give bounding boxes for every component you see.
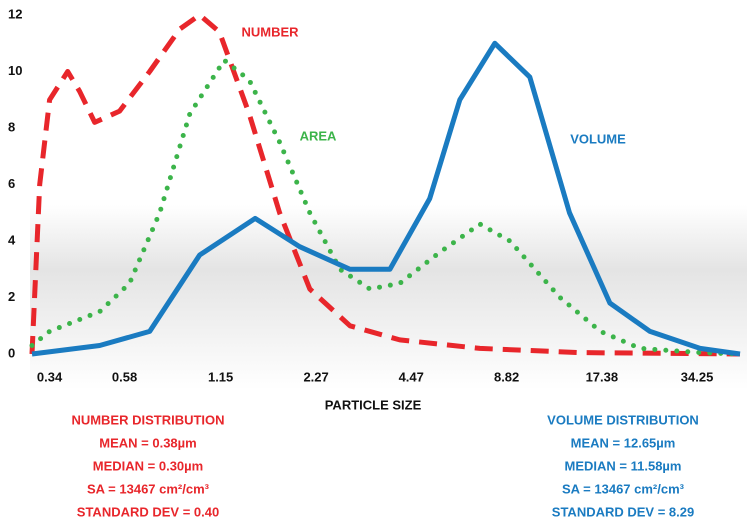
series-label: NUMBER: [241, 24, 299, 39]
x-axis-label: PARTICLE SIZE: [325, 397, 422, 412]
summary-title: NUMBER DISTRIBUTION: [71, 412, 224, 427]
x-tick-label: 34.25: [681, 369, 714, 384]
y-tick-label: 2: [8, 289, 15, 304]
series-label: AREA: [300, 128, 337, 143]
summary-line: MEAN = 12.65µm: [571, 435, 676, 450]
summary-line: STANDARD DEV = 8.29: [552, 504, 694, 519]
y-tick-label: 0: [8, 345, 15, 360]
summary-line: MEDIAN = 0.30µm: [93, 458, 203, 473]
x-tick-label: 8.82: [494, 369, 519, 384]
summary-line: STANDARD DEV = 0.40: [77, 504, 219, 519]
summary-line: MEAN = 0.38µm: [99, 435, 196, 450]
plot-background: [30, 205, 747, 390]
y-tick-label: 4: [8, 232, 16, 247]
series-line: [29, 12, 741, 357]
x-tick-label: 1.15: [208, 369, 233, 384]
summary-title: VOLUME DISTRIBUTION: [547, 412, 699, 427]
summary-line: SA = 13467 cm²/cm³: [562, 481, 685, 496]
series-label: VOLUME: [570, 131, 626, 146]
x-tick-label: 2.27: [303, 369, 328, 384]
x-tick-label: 17.38: [586, 369, 619, 384]
summary-line: MEDIAN = 11.58µm: [565, 458, 682, 473]
x-tick-label: 4.47: [399, 369, 424, 384]
x-tick-label: 0.58: [112, 369, 137, 384]
y-tick-label: 6: [8, 176, 15, 191]
series-line: [31, 40, 741, 357]
y-tick-label: 12: [8, 6, 22, 21]
y-tick-label: 8: [8, 119, 15, 134]
series-line: [29, 57, 743, 357]
y-tick-label: 10: [8, 63, 22, 78]
summary-line: SA = 13467 cm²/cm³: [87, 481, 210, 496]
x-tick-label: 0.34: [37, 369, 63, 384]
